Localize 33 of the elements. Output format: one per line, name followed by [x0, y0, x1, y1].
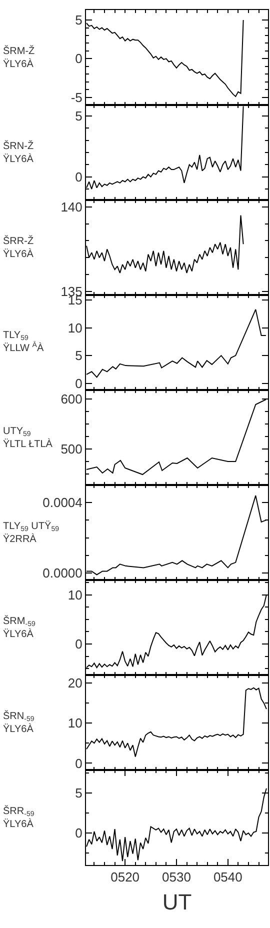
y-tick-label: 0 [75, 826, 82, 841]
y-tick-label: 0 [75, 51, 82, 66]
y-tick-label: 0.0004 [42, 495, 82, 510]
y-tick-label: 0 [75, 169, 82, 184]
y-tick-label: 10 [68, 320, 82, 336]
y-tick-label: 140 [60, 199, 82, 214]
y-tick-label: 5 [75, 348, 82, 364]
y-tick-label: 0 [75, 756, 82, 771]
x-tick-label: 0540 [213, 870, 242, 885]
y-tick-label: 5 [75, 108, 82, 124]
y-axis-title: ŠRR$_{-59}$ ŸLY6À [3, 805, 34, 830]
y-tick-label: 20 [68, 676, 82, 691]
y-axis-title: ŠRM$_{-59}$ ŸLY6À [3, 615, 36, 640]
y-tick-label: 10 [68, 716, 82, 731]
x-tick-label: 0520 [110, 870, 140, 885]
y-tick-label: 10 [68, 587, 82, 602]
y-tick-label: -5 [70, 90, 82, 105]
y-axis-title: UTY$_{59}$ ŸLTL ŁTLÀ [3, 426, 53, 450]
y-tick-label: 500 [60, 442, 82, 457]
y-tick-label: 5 [75, 786, 82, 801]
y-axis-title: TLY$_{59}$ ŸLLW $^{Ā}$À [3, 330, 44, 354]
y-tick-label: 5 [75, 12, 82, 28]
y-tick-label: 0 [75, 376, 82, 391]
x-tick-label: 0530 [162, 870, 191, 885]
x-axis-title: UT [162, 890, 192, 914]
y-tick-label: 0.0000 [42, 566, 82, 581]
y-axis-title: ŠRN-Ž ŸLY6À [3, 140, 34, 165]
y-axis-title: ŠRN$_{-59}$ ŸLY6À [3, 710, 34, 735]
y-tick-label: 600 [60, 392, 82, 407]
y-tick-label: 0 [75, 636, 82, 652]
text: TLY$_{59}$ UTŸ$_{59}$ Ÿ2RRÀ [3, 521, 59, 545]
y-axis-title: ŠRM-Ž ŸLY6À [3, 45, 35, 70]
y-axis-title: ŠRR-Ž ŸLY6À [3, 235, 34, 260]
